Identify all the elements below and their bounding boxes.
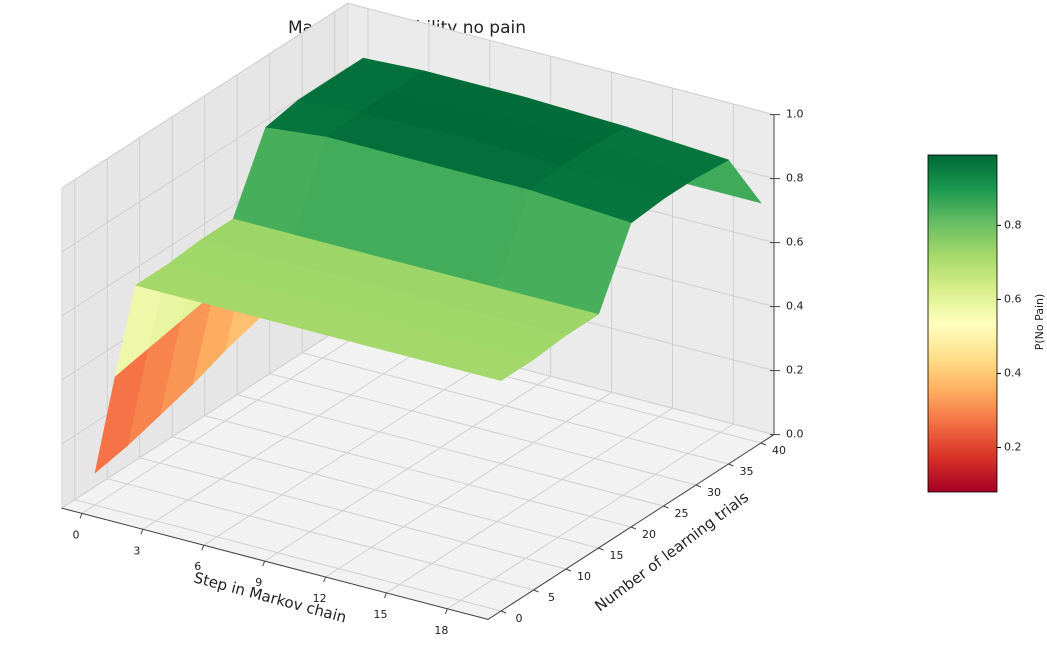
z-tick-label: 0.2 — [786, 364, 804, 377]
z-tick-label: 0.0 — [786, 428, 804, 441]
tick-mark — [201, 545, 205, 551]
x-tick-label: 15 — [374, 608, 388, 621]
colorbar-tick-label: 0.4 — [1004, 366, 1022, 379]
x-axis — [61, 507, 489, 620]
x-tick-label: 6 — [194, 560, 201, 573]
tick-mark — [444, 608, 448, 614]
x-tick-label: 0 — [73, 528, 80, 541]
y-tick-label: 15 — [610, 549, 624, 562]
y-tick-label: 30 — [707, 486, 721, 499]
colorbar-tick-label: 0.8 — [1004, 218, 1022, 231]
x-tick-label: 3 — [133, 544, 140, 557]
y-tick-label: 0 — [516, 612, 523, 625]
x-tick-label: 12 — [313, 592, 327, 605]
y-axis — [487, 434, 775, 620]
tick-mark — [630, 526, 637, 530]
colorbar-tick-label: 0.6 — [1004, 292, 1022, 305]
colorbar-tick-label: 0.2 — [1004, 441, 1022, 454]
surface-patch — [398, 332, 535, 381]
tick-mark — [533, 589, 539, 593]
tick-mark — [565, 568, 572, 572]
x-tick-label: 18 — [434, 624, 448, 637]
tick-mark — [79, 513, 83, 519]
y-tick-label: 5 — [548, 591, 555, 604]
z-tick-label: 0.6 — [786, 236, 804, 249]
z-tick-label: 0.8 — [786, 172, 804, 185]
tick-mark — [728, 463, 734, 467]
tick-mark — [323, 576, 327, 583]
tick-mark — [598, 547, 604, 551]
y-tick-label: 25 — [675, 507, 689, 520]
tick-mark — [140, 529, 144, 535]
colorbar-label: P(No Pain) — [1033, 294, 1046, 351]
z-tick-label: 1.0 — [786, 108, 804, 121]
colorbar — [927, 154, 998, 493]
tick-mark — [760, 442, 767, 446]
x-tick-label: 9 — [255, 576, 262, 589]
tick-mark — [262, 560, 266, 567]
y-tick-label: 35 — [740, 465, 754, 478]
tick-mark — [663, 505, 669, 509]
tick-mark — [695, 484, 702, 488]
y-tick-label: 40 — [772, 444, 786, 457]
z-tick-label: 0.4 — [786, 300, 804, 313]
y-tick-label: 20 — [642, 528, 656, 541]
y-tick-label: 10 — [577, 570, 591, 583]
grid-line — [61, 2, 775, 189]
tick-mark — [384, 592, 387, 599]
tick-mark — [500, 610, 507, 614]
